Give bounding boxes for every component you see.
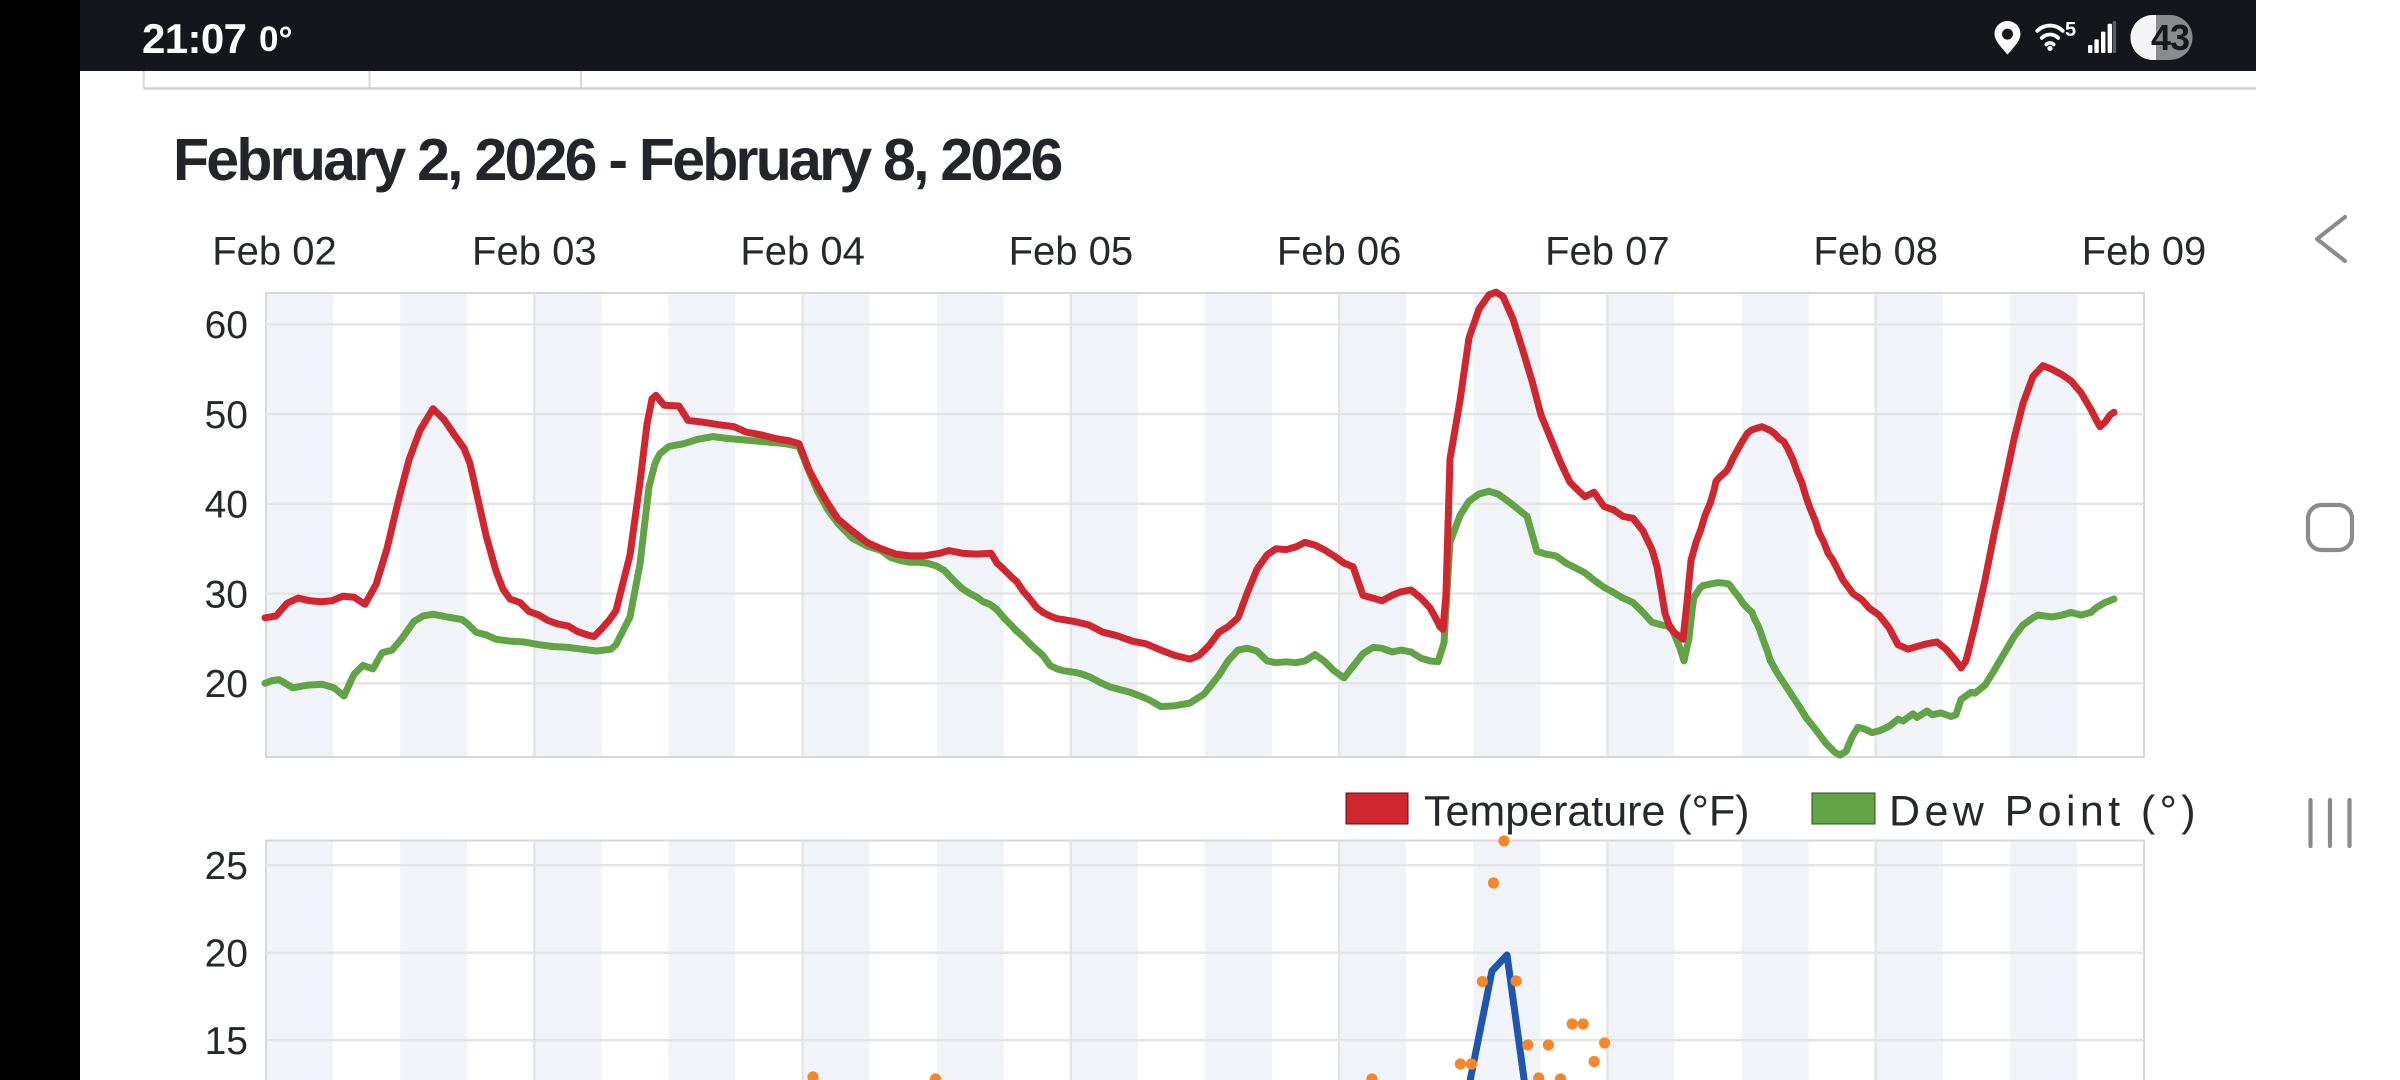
svg-text:60: 60 <box>205 304 248 347</box>
svg-text:Feb 02: Feb 02 <box>212 230 337 274</box>
svg-text:Dew Point (°): Dew Point (°) <box>1889 788 2200 836</box>
svg-text:21:07: 21:07 <box>142 15 246 62</box>
svg-text:20: 20 <box>205 663 248 706</box>
svg-text:0°: 0° <box>259 20 292 59</box>
svg-text:43: 43 <box>2151 17 2189 58</box>
svg-text:Temperature (°F): Temperature (°F) <box>1424 788 1749 836</box>
svg-text:5: 5 <box>2065 19 2076 41</box>
svg-text:Feb 08: Feb 08 <box>1813 230 1938 274</box>
svg-text:25: 25 <box>205 845 248 888</box>
svg-text:Feb 06: Feb 06 <box>1277 230 1402 274</box>
svg-text:Feb 09: Feb 09 <box>2082 230 2207 274</box>
svg-text:Feb 03: Feb 03 <box>472 230 597 274</box>
svg-text:Feb 07: Feb 07 <box>1545 230 1670 274</box>
svg-text:20: 20 <box>205 933 248 976</box>
svg-text:February 2, 2026 - February 8,: February 2, 2026 - February 8, 2026 <box>173 127 1062 193</box>
svg-text:15: 15 <box>205 1020 248 1063</box>
svg-text:30: 30 <box>205 573 248 616</box>
svg-text:Feb 04: Feb 04 <box>740 230 865 274</box>
svg-text:Feb 05: Feb 05 <box>1009 230 1134 274</box>
svg-text:50: 50 <box>205 394 248 437</box>
svg-text:40: 40 <box>205 484 248 527</box>
